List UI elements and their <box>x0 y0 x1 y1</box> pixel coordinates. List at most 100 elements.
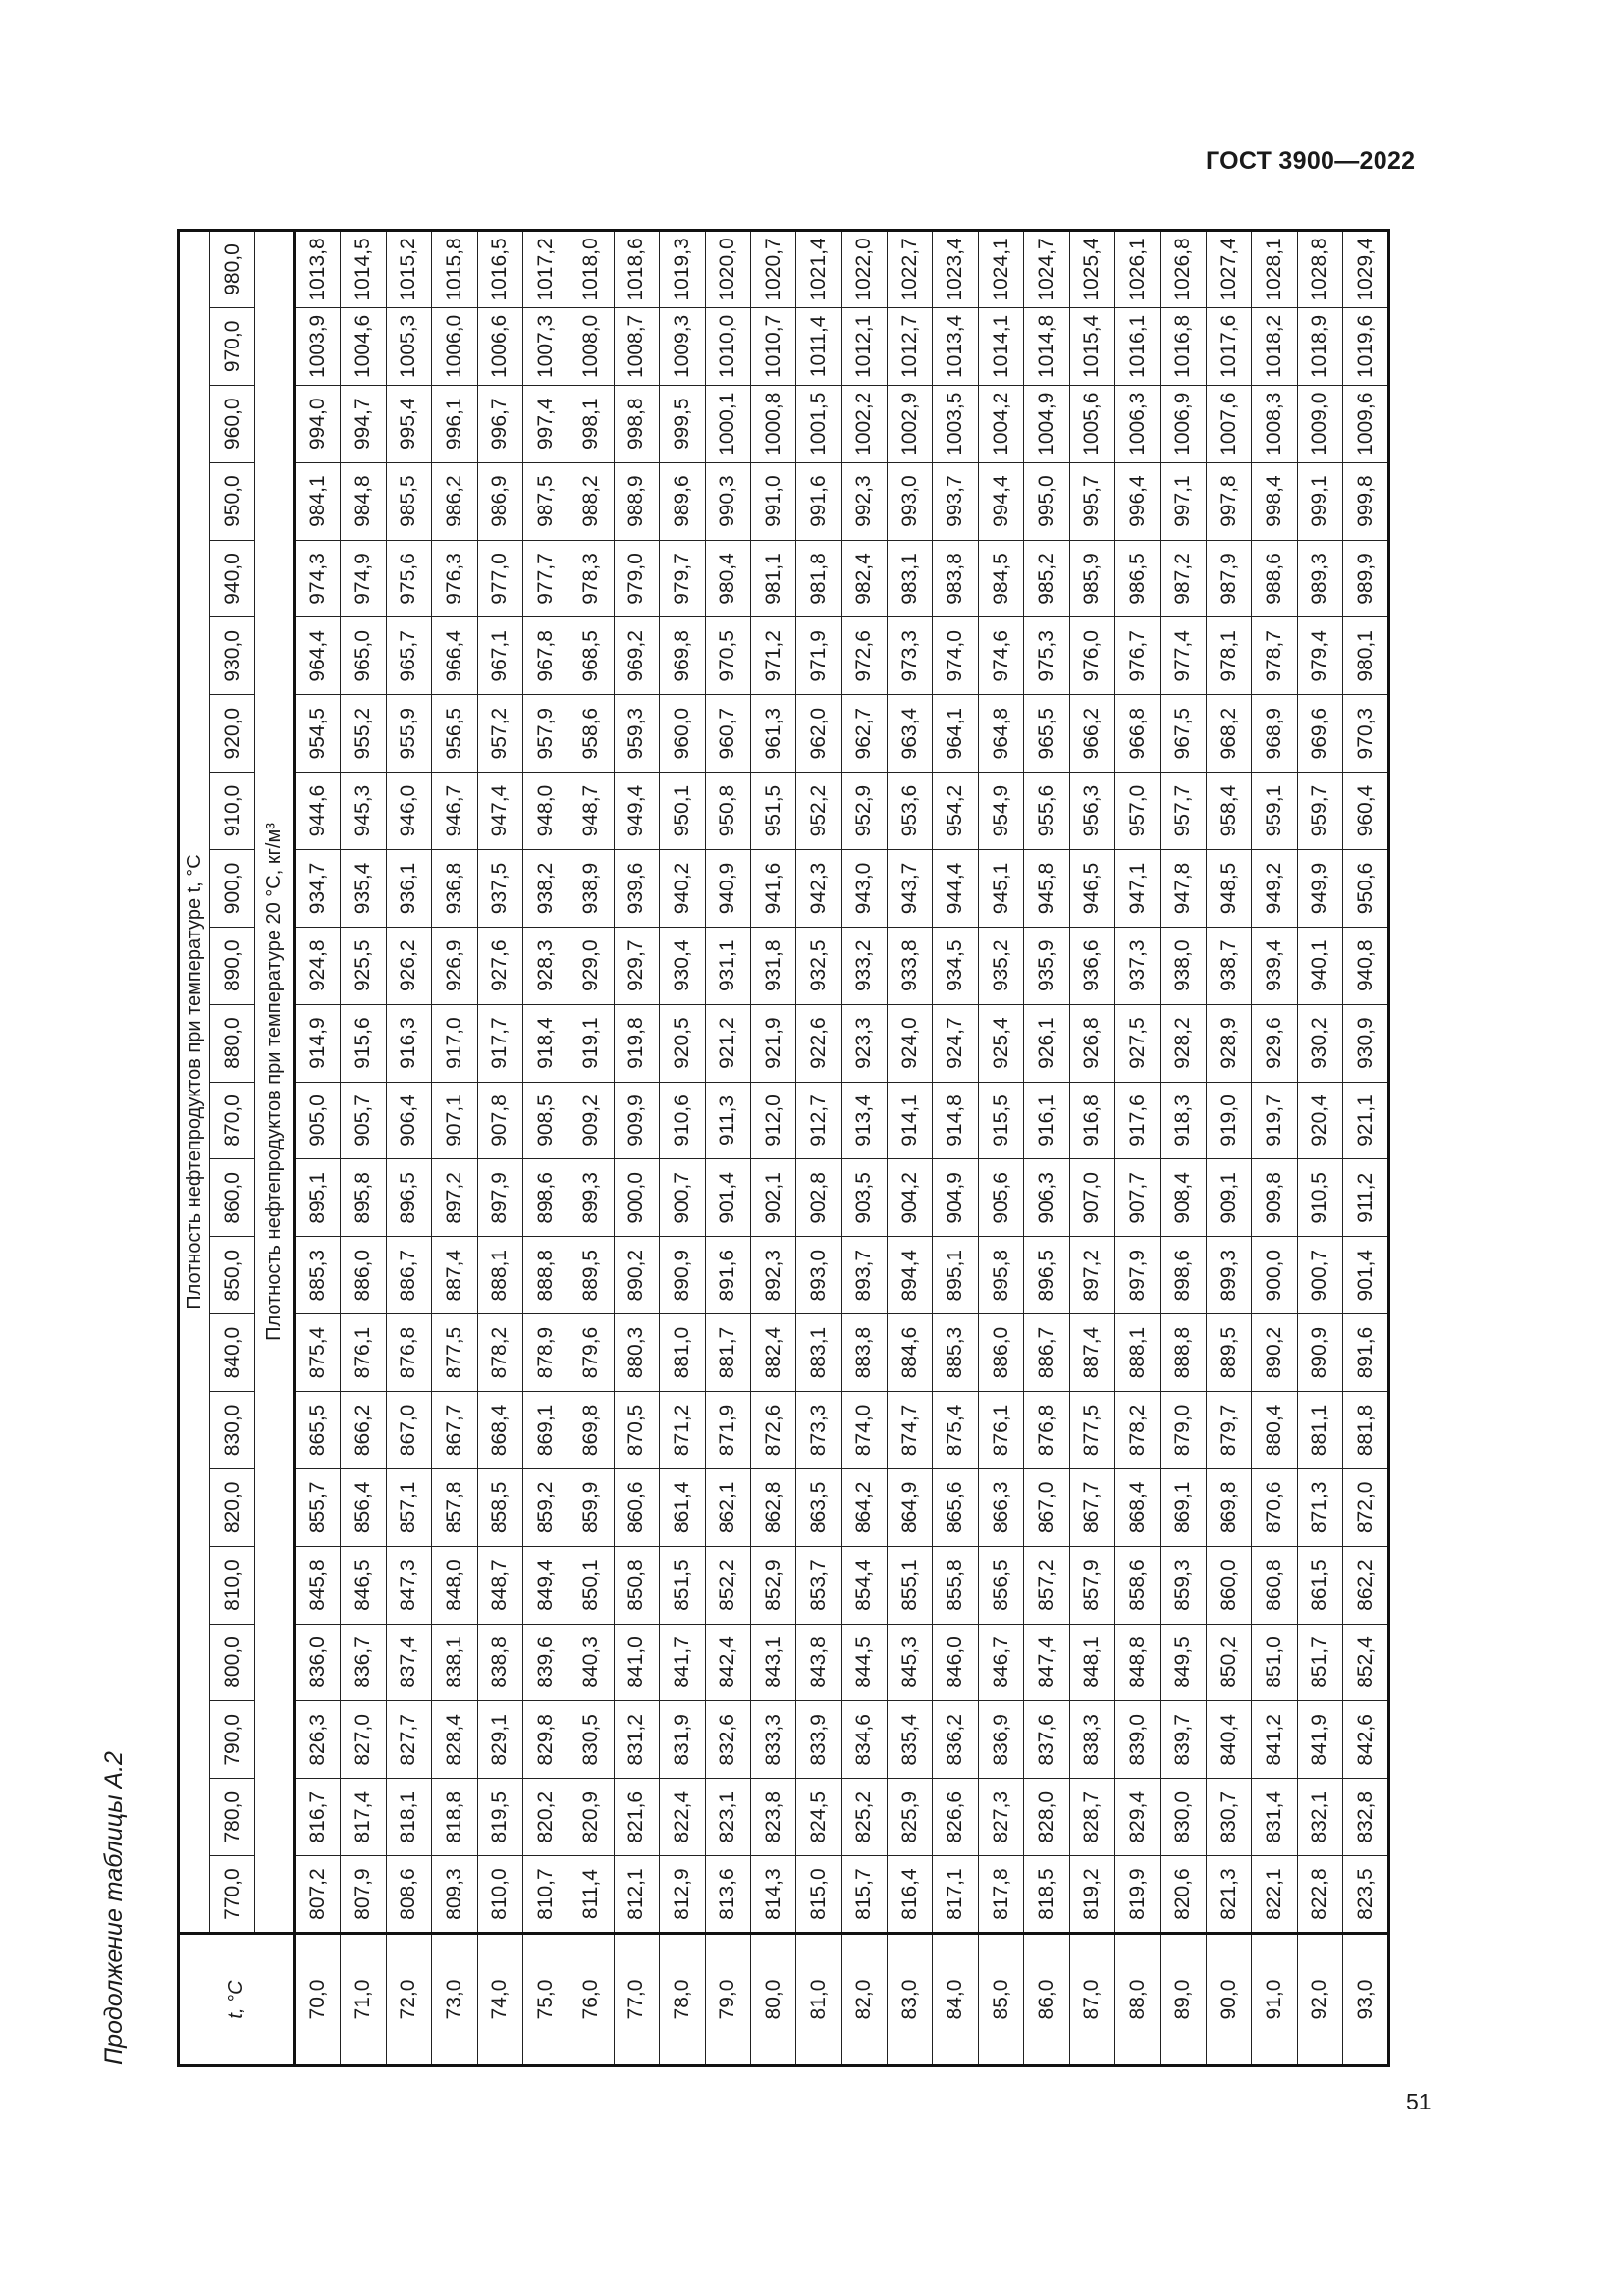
density-cell: 995,4 <box>386 385 432 463</box>
density-cell: 938,2 <box>522 849 568 928</box>
density-cell: 823,8 <box>750 1778 796 1856</box>
density-cell: 851,7 <box>1297 1624 1343 1701</box>
density-cell: 993,7 <box>932 462 979 541</box>
density-cell: 1000,8 <box>750 385 796 463</box>
density-cell: 986,9 <box>477 462 523 541</box>
sub-header: Плотность нефтепродуктов при температуре… <box>254 230 295 1934</box>
density-cell: 890,9 <box>1297 1313 1343 1392</box>
density-cell: 885,3 <box>294 1236 341 1314</box>
density-cell: 1005,6 <box>1069 385 1115 463</box>
density-cell: 830,5 <box>568 1700 615 1779</box>
density-cell: 946,0 <box>386 772 432 850</box>
density-cell: 850,8 <box>614 1546 660 1625</box>
density-cell: 943,7 <box>887 849 933 928</box>
density-cell: 949,9 <box>1297 849 1343 928</box>
density-cell: 934,5 <box>932 927 979 1005</box>
density-cell: 898,6 <box>1160 1236 1207 1314</box>
density-cell: 887,4 <box>1069 1313 1115 1392</box>
density-cell: 869,8 <box>1206 1468 1252 1547</box>
density-cell: 995,0 <box>1023 462 1070 541</box>
density-cell: 876,8 <box>1023 1391 1070 1469</box>
density-cell: 947,1 <box>1114 849 1161 928</box>
density-cell: 823,5 <box>1342 1855 1389 1934</box>
density-cell: 807,9 <box>340 1855 387 1934</box>
density-cell: 950,1 <box>659 772 706 850</box>
density-cell: 839,7 <box>1160 1700 1207 1779</box>
density-cell: 817,1 <box>932 1855 979 1934</box>
density-cell: 888,8 <box>522 1236 568 1314</box>
density-cell: 877,5 <box>431 1313 478 1392</box>
density-cell: 867,0 <box>386 1391 432 1469</box>
density-cell: 1004,9 <box>1023 385 1070 463</box>
density-cell: 827,0 <box>340 1700 387 1779</box>
density-cell: 997,8 <box>1206 462 1252 541</box>
density-cell: 939,6 <box>614 849 660 928</box>
density-cell: 938,0 <box>1160 927 1207 1005</box>
density-cell: 934,7 <box>294 849 341 928</box>
density-cell: 998,4 <box>1251 462 1298 541</box>
density-cell: 887,4 <box>431 1236 478 1314</box>
density-cell: 974,6 <box>978 616 1024 695</box>
density-cell: 1029,4 <box>1342 230 1389 308</box>
density-cell: 845,3 <box>887 1624 933 1701</box>
density-cell: 930,2 <box>1297 1004 1343 1083</box>
density-cell: 831,2 <box>614 1700 660 1779</box>
density-cell: 820,2 <box>522 1778 568 1856</box>
density-cell: 847,4 <box>1023 1624 1070 1701</box>
table-row: 70,0 807,2 816,7 826,3 836,0 845,8 855,7 865,5 8… <box>294 230 341 2066</box>
density-cell: 955,9 <box>386 694 432 773</box>
density-cell: 1007,3 <box>522 307 568 386</box>
column-header: 870,0 <box>209 1082 255 1159</box>
density-cell: 964,8 <box>978 694 1024 773</box>
density-cell: 876,1 <box>978 1391 1024 1469</box>
density-cell: 1008,7 <box>614 307 660 386</box>
density-cell: 922,6 <box>795 1004 842 1083</box>
density-cell: 954,5 <box>294 694 341 773</box>
density-cell: 965,0 <box>340 616 387 695</box>
page-number: 51 <box>1406 2089 1432 2114</box>
density-cell: 979,0 <box>614 540 660 617</box>
density-cell: 923,3 <box>841 1004 888 1083</box>
density-cell: 933,2 <box>841 927 888 1005</box>
density-cell: 854,4 <box>841 1546 888 1625</box>
density-cell: 928,9 <box>1206 1004 1252 1083</box>
density-cell: 881,1 <box>1297 1391 1343 1469</box>
density-cell: 866,2 <box>340 1391 387 1469</box>
density-cell: 927,6 <box>477 927 523 1005</box>
density-cell: 940,2 <box>659 849 706 928</box>
density-cell: 974,3 <box>294 540 341 617</box>
density-cell: 916,8 <box>1069 1082 1115 1159</box>
density-cell: 966,8 <box>1114 694 1161 773</box>
density-cell: 954,2 <box>932 772 979 850</box>
density-cell: 1006,6 <box>477 307 523 386</box>
header-row-columns: 770,0 780,0 790,0 800,0 810,0 820,0 830,0 840,0… <box>209 230 255 2066</box>
column-header: 930,0 <box>209 616 255 695</box>
temperature-cell: 82,0 <box>841 1933 888 2066</box>
density-cell: 1011,4 <box>795 307 842 386</box>
density-cell: 942,3 <box>795 849 842 928</box>
density-cell: 856,4 <box>340 1468 387 1547</box>
density-cell: 969,8 <box>659 616 706 695</box>
density-cell: 855,7 <box>294 1468 341 1547</box>
density-cell: 955,6 <box>1023 772 1070 850</box>
density-cell: 863,5 <box>795 1468 842 1547</box>
density-cell: 1014,5 <box>340 230 387 308</box>
density-cell: 886,7 <box>1023 1313 1070 1392</box>
density-cell: 909,9 <box>614 1082 660 1159</box>
density-cell: 1026,1 <box>1114 230 1161 308</box>
density-cell: 886,7 <box>386 1236 432 1314</box>
density-cell: 918,4 <box>522 1004 568 1083</box>
density-cell: 986,2 <box>431 462 478 541</box>
density-cell: 1016,5 <box>477 230 523 308</box>
density-cell: 827,7 <box>386 1700 432 1779</box>
density-cell: 861,4 <box>659 1468 706 1547</box>
density-cell: 1013,8 <box>294 230 341 308</box>
density-cell: 857,1 <box>386 1468 432 1547</box>
temperature-cell: 92,0 <box>1297 1933 1343 2066</box>
density-cell: 884,6 <box>887 1313 933 1392</box>
density-cell: 989,9 <box>1342 540 1389 617</box>
density-cell: 828,0 <box>1023 1778 1070 1856</box>
density-cell: 879,0 <box>1160 1391 1207 1469</box>
density-cell: 938,7 <box>1206 927 1252 1005</box>
density-cell: 989,6 <box>659 462 706 541</box>
